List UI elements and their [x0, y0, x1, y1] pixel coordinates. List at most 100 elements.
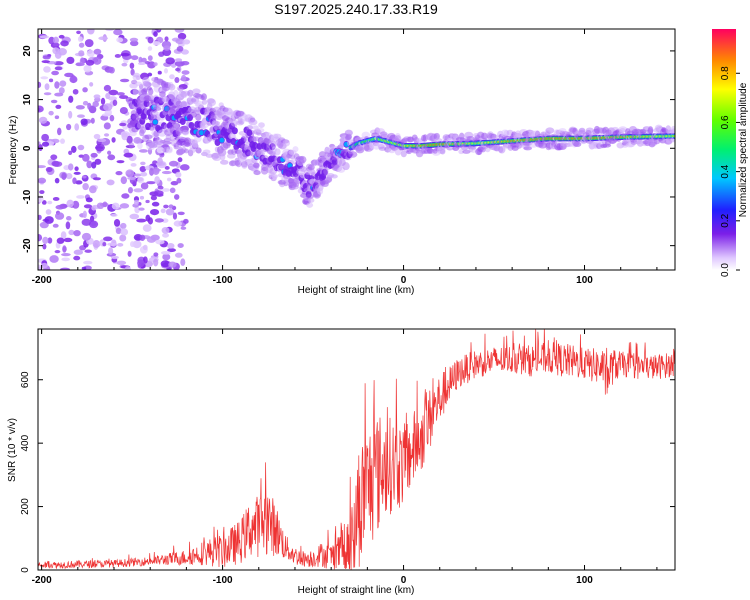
spectrogram-halo-mark [177, 87, 184, 92]
spectrogram-noise-mark [92, 56, 102, 65]
spectrogram-noise-mark [81, 266, 87, 270]
spectrogram-noise-mark [153, 190, 164, 196]
spectrogram-noise-mark [116, 160, 125, 164]
spectrogram-halo-mark [195, 113, 202, 122]
spectrogram-noise-mark [38, 141, 41, 146]
spectrogram-noise-mark [41, 133, 50, 142]
spectrogram-noise-mark [147, 72, 153, 77]
spectrogram-noise-mark [120, 222, 127, 229]
spectrogram-noise-mark [71, 145, 77, 153]
spectrogram-noise-mark [92, 177, 101, 181]
spectrogram-noise-mark [38, 105, 44, 113]
spectrogram-peak-mark [152, 119, 158, 125]
spectrogram-noise-mark [124, 266, 131, 270]
spectrogram-noise-mark [175, 67, 181, 72]
spectrogram-halo-mark [452, 134, 458, 139]
spectrogram-noise-mark [152, 41, 161, 46]
spectrogram-noise-mark [180, 60, 190, 66]
spectrogram-noise-mark [111, 137, 116, 143]
spectrogram-halo-mark [195, 147, 202, 154]
spectrogram-noise-mark [141, 57, 147, 63]
spectrogram-y-tick-label: 0 [22, 145, 33, 151]
spectrogram-noise-mark [54, 212, 65, 220]
spectrogram-halo-mark [230, 119, 238, 127]
spectrogram-noise-mark [95, 143, 105, 152]
spectrogram-halo-mark [159, 91, 166, 98]
spectrogram-noise-mark [136, 218, 147, 223]
colorbar-gradient [712, 29, 736, 270]
spectrogram-halo-mark [200, 93, 207, 101]
spectrogram-noise-mark [76, 195, 85, 199]
spectrogram-halo-mark [132, 72, 141, 78]
spectrogram-noise-mark [68, 95, 74, 103]
spectrogram-noise-mark [168, 160, 179, 167]
spectrogram-noise-mark [64, 72, 74, 78]
spectrogram-noise-mark [44, 83, 50, 91]
spectrogram-halo-mark [289, 154, 296, 160]
spectrogram-noise-mark [73, 255, 81, 261]
spectrogram-noise-mark [54, 51, 62, 59]
spectrogram-halo-mark [144, 134, 153, 140]
spectrogram-noise-mark [81, 218, 92, 226]
spectrogram-halo-mark [458, 149, 465, 155]
spectrogram-noise-mark [181, 70, 190, 75]
spectrogram-noise-mark [54, 250, 61, 254]
spectrogram-halo-mark [344, 129, 353, 136]
spectrogram-noise-mark [129, 62, 135, 69]
spectrogram-noise-mark [65, 216, 72, 221]
spectrogram-noise-mark [147, 217, 154, 225]
spectrogram-noise-mark [107, 242, 118, 247]
spectrogram-noise-mark [91, 161, 97, 169]
spectrogram-noise-mark [60, 138, 65, 144]
spectrogram-noise-mark [180, 258, 186, 266]
spectrogram-noise-mark [86, 160, 93, 169]
spectrogram-noise-mark [65, 173, 73, 180]
spectrogram-noise-mark [120, 228, 129, 236]
spectrogram-noise-mark [118, 95, 129, 100]
spectrogram-halo-mark [470, 145, 477, 150]
spectrogram-noise-mark [76, 30, 81, 35]
spectrogram-halo-mark [462, 149, 471, 154]
spectrogram-noise-mark [160, 208, 166, 214]
spectrogram-noise-mark [129, 37, 139, 42]
spectrogram-noise-mark [71, 75, 76, 83]
spectrogram-halo-mark [246, 125, 254, 130]
spectrogram-halo-mark [345, 134, 352, 141]
spectrogram-noise-mark [60, 231, 67, 240]
spectrogram-noise-mark [82, 100, 89, 106]
spectrogram-noise-mark [103, 236, 113, 242]
spectrogram-noise-mark [47, 200, 53, 205]
spectrogram-noise-mark [79, 57, 85, 66]
snr-x-ticks: -200 -100 0 100 [32, 329, 658, 586]
spectrogram-noise-mark [180, 49, 189, 55]
spectrogram-noise-mark [150, 195, 157, 201]
spectrogram-noise-mark [38, 233, 43, 242]
spectrogram-noise-mark [153, 31, 158, 37]
spectrogram-band-mark [179, 117, 186, 125]
spectrogram-noise-mark [164, 36, 169, 42]
spectrogram-noise-mark [51, 70, 59, 76]
spectrogram-halo-mark [321, 181, 329, 188]
spectrogram-noise-mark [42, 236, 49, 244]
spectrogram-noise-mark [54, 177, 60, 184]
spectrogram-halo-mark [220, 159, 229, 165]
spectrogram-noise-mark [108, 89, 119, 96]
spectrogram-noise-mark [167, 248, 176, 253]
spectrogram-noise-mark [182, 39, 191, 45]
spectrogram-noise-mark [114, 54, 121, 58]
spectrogram-noise-mark [44, 216, 54, 224]
spectrogram-noise-mark [153, 258, 159, 267]
spectrogram-noise-mark [166, 177, 172, 182]
spectrogram-noise-mark [139, 195, 145, 200]
spectrogram-noise-mark [41, 60, 50, 64]
spectrogram-noise-mark [119, 122, 127, 127]
spectrogram-noise-mark [167, 243, 175, 249]
spectrogram-noise-mark [90, 221, 97, 227]
spectrogram-noise-mark [113, 29, 123, 36]
spectrogram-noise-mark [183, 218, 189, 224]
spectrogram-noise-mark [174, 194, 180, 200]
spectrogram-noise-mark [120, 176, 128, 185]
spectrogram-noise-mark [41, 200, 47, 205]
spectrogram-noise-mark [115, 170, 123, 176]
spectrogram-noise-mark [157, 70, 162, 75]
